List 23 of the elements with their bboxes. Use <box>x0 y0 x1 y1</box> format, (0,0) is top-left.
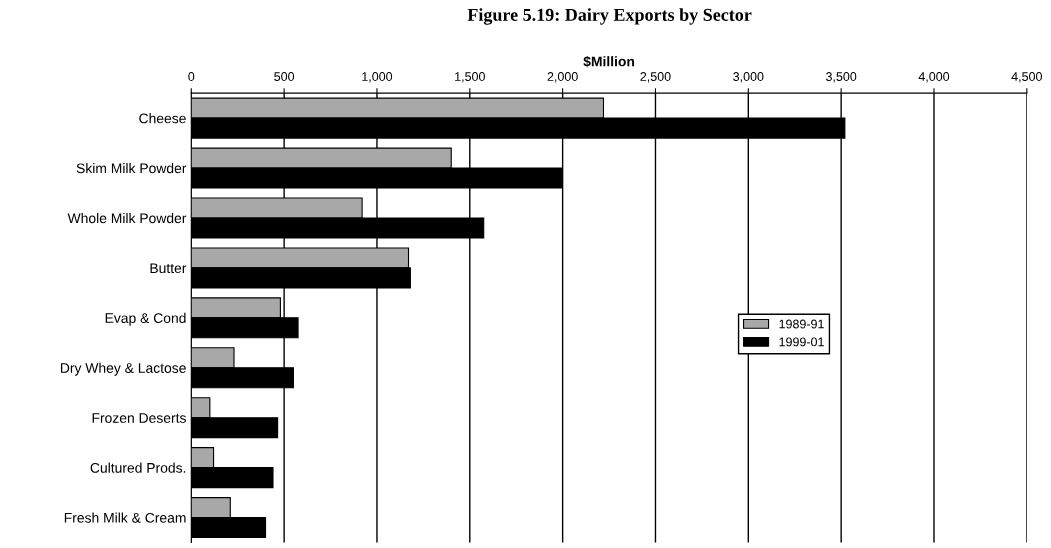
y-tick-label: Fresh Milk & Cream <box>64 512 186 523</box>
x-tick-label: 2,000 <box>547 72 578 83</box>
x-tick-label: 4,000 <box>918 72 950 83</box>
x-tick-label: 1,000 <box>362 72 393 83</box>
y-tick-label: Cheese <box>139 113 186 124</box>
x-tick-label: 500 <box>274 72 295 81</box>
y-tick-label: Frozen Deserts <box>92 413 186 423</box>
chart-title: Figure 5.19: Dairy Exports by Sector <box>467 8 752 25</box>
x-tick-label: 4,500 <box>1011 72 1042 83</box>
x-tick-label: 3,000 <box>733 72 764 83</box>
y-tick-label: Skim Milk Powder <box>76 163 187 174</box>
x-tick-label: 1,500 <box>455 72 485 83</box>
y-tick-label: Dry Whey & Lactose <box>60 362 186 376</box>
y-tick-label: Butter <box>150 263 187 274</box>
x-axis-title: $Million <box>583 55 635 68</box>
legend-label: 1989-91 <box>779 319 824 329</box>
x-tick-label: 2,500 <box>640 72 671 83</box>
x-tick-label: 0 <box>188 72 195 81</box>
y-tick-label: Whole Milk Powder <box>67 212 187 224</box>
y-tick-label: Cultured Prods. <box>90 462 186 473</box>
x-tick-label: 3,500 <box>825 72 857 83</box>
legend-label: 1999-01 <box>779 337 824 347</box>
y-tick-label: Evap & Cond <box>105 312 186 326</box>
